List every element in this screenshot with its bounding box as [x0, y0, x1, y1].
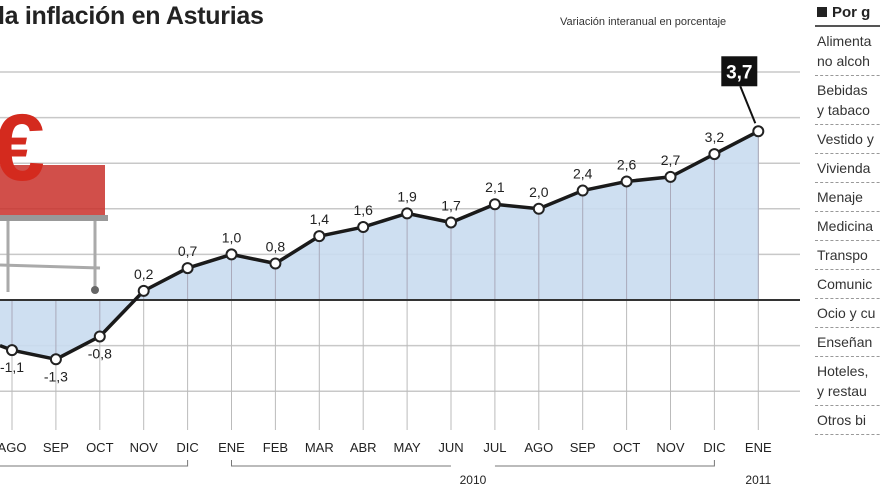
x-tick-label: ENE [745, 440, 772, 455]
data-point [664, 170, 677, 183]
data-label: 2,1 [485, 179, 505, 195]
sidebar-item: Medicina [815, 212, 880, 241]
euro-cart-icon: € [0, 95, 108, 294]
x-tick-label: MAR [305, 440, 334, 455]
sidebar-item: Bebidas y tabaco [815, 76, 880, 125]
data-label: 1,0 [222, 229, 242, 245]
data-point [401, 207, 414, 220]
x-tick-label: SEP [43, 440, 69, 455]
x-tick-label: DIC [703, 440, 725, 455]
data-point [620, 175, 633, 188]
x-tick-label: DIC [176, 440, 198, 455]
square-bullet-icon [817, 7, 827, 17]
data-label: -1,1 [0, 359, 24, 375]
data-point [137, 284, 150, 297]
sidebar-header-label: Por g [832, 4, 871, 21]
data-point [93, 330, 106, 343]
data-label: 3,2 [705, 129, 725, 145]
data-label: 1,6 [353, 202, 373, 218]
data-point [576, 184, 589, 197]
data-label: 1,4 [310, 211, 330, 227]
sidebar-item: Transpo [815, 241, 880, 270]
data-point [225, 248, 238, 261]
data-point [6, 344, 18, 357]
x-tick-label: ABR [350, 440, 377, 455]
area-fill [0, 131, 759, 360]
year-label: 2011 [745, 473, 771, 487]
data-label: 2,0 [529, 184, 549, 200]
x-tick-label: ENE [218, 440, 245, 455]
highlight-box [721, 56, 758, 87]
x-tick-label: MAY [393, 440, 421, 455]
data-point [708, 148, 721, 161]
x-tick-label: OCT [86, 440, 114, 455]
data-label: 2,4 [573, 166, 593, 182]
svg-text:€: € [0, 95, 45, 201]
data-label: 0,7 [178, 243, 198, 259]
callout-line [739, 85, 757, 124]
data-point [181, 262, 194, 275]
x-tick-label: FEB [263, 440, 288, 455]
x-tick-label: NOV [656, 440, 685, 455]
x-tick-label: JUL [483, 440, 506, 455]
x-tick-label: SEP [570, 440, 596, 455]
data-point [752, 125, 765, 138]
sidebar-item: Comunic [815, 270, 880, 299]
chart-subtitle: Variación interanual en porcentaje [560, 16, 727, 28]
x-tick-label: NOV [130, 440, 159, 455]
x-tick-label: AGO [524, 440, 553, 455]
inflation-chart: € -1,1 -1,3 -0,8 0,2 0,7 1,0 0,8 1,4 1,6 1,9 1,7 2,… [0, 56, 800, 488]
year-label-bg [450, 458, 495, 488]
sidebar-item: Menaje [815, 183, 880, 212]
data-point [357, 221, 370, 234]
data-label: 2,7 [661, 152, 681, 168]
data-point [532, 202, 545, 215]
data-label: -1,3 [44, 368, 68, 384]
data-point [488, 198, 501, 211]
sidebar-item: Vivienda [815, 154, 880, 183]
sidebar-item: Hoteles, y restau [815, 357, 880, 406]
year-bracket [0, 460, 189, 467]
data-point [313, 230, 326, 243]
x-tick-label: JUN [438, 440, 463, 455]
data-label: -0,8 [88, 345, 112, 361]
data-point [445, 216, 457, 229]
x-tick-label: OCT [613, 440, 641, 455]
sidebar-item: Enseñan [815, 328, 880, 357]
sidebar-item: Ocio y cu [815, 299, 880, 328]
data-label: 1,9 [397, 188, 417, 204]
data-label: 2,6 [617, 156, 637, 172]
data-label: 0,2 [134, 266, 154, 282]
data-label: 3,7 [726, 62, 752, 83]
category-sidebar: Por g Alimenta no alcoh Bebidas y tabaco V… [815, 0, 880, 495]
data-point [49, 353, 62, 366]
sidebar-item: Vestido y [815, 125, 880, 154]
data-label: 0,8 [266, 239, 286, 255]
chart-title: la inflación en Asturias [0, 2, 264, 30]
sidebar-header: Por g [815, 0, 880, 27]
data-point [269, 257, 282, 270]
year-label: 2010 [460, 473, 487, 487]
sidebar-item: Alimenta no alcoh [815, 27, 880, 76]
x-tick-label: AGO [0, 440, 26, 455]
sidebar-item: Otros bi [815, 406, 880, 435]
data-label: 1,7 [441, 197, 461, 213]
